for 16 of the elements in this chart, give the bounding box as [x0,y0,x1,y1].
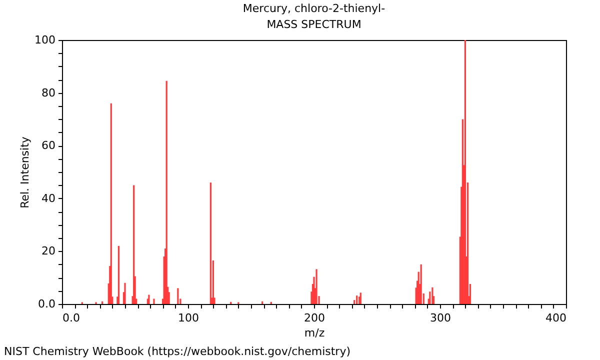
y-axis-title: Rel. Intensity [18,136,32,208]
x-tick-label: 200 [304,312,325,324]
y-tick-label: 100 [34,34,56,46]
y-tick-label: 0.0 [38,298,56,310]
y-tick-label: 80 [42,86,56,100]
y-tick-label: 20 [42,244,56,258]
y-tick-label: 40 [42,192,56,205]
x-axis-title: m/z [304,326,325,340]
y-tick-label: 60 [42,139,56,152]
chart-subtitle: MASS SPECTRUM [266,18,362,31]
x-tick-label: 300 [430,312,451,324]
x-tick-label: 100 [178,312,199,324]
text: NIST Chemistry WebBook (https://webbook.nist.gov/chemistry) [4,345,350,358]
x-tick-label: 400 [546,312,566,324]
chart-title: Mercury, chloro-2-thienyl- [242,2,386,15]
x-tick-label: 0.0 [62,312,80,324]
